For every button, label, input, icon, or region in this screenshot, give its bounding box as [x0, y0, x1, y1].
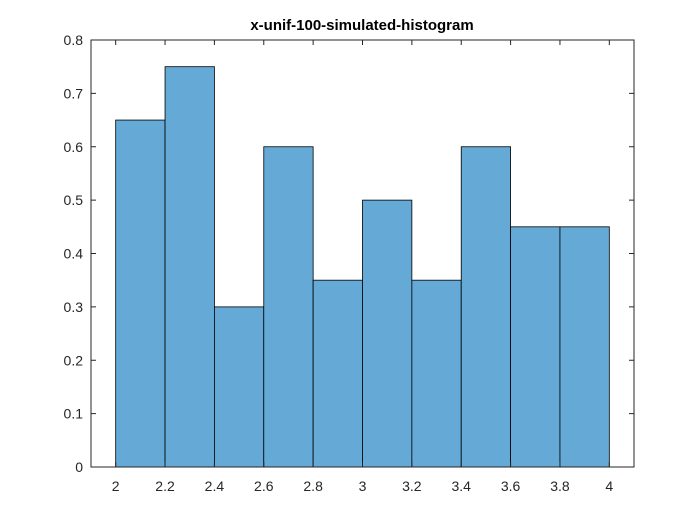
histogram-bar: [411, 279, 462, 468]
histogram-bar: [164, 66, 215, 468]
chart-title: x-unif-100-simulated-histogram: [250, 17, 473, 34]
histogram-bar: [559, 226, 610, 468]
histogram-bar: [115, 119, 166, 468]
bars-group: [115, 66, 610, 468]
x-tick-label: 2.8: [303, 478, 323, 494]
y-tick-label: 0.6: [64, 139, 84, 155]
y-tick-label: 0.3: [64, 299, 84, 315]
y-tick-label: 0.4: [64, 246, 84, 262]
x-tick-label: 2: [112, 478, 120, 494]
histogram-bar: [510, 226, 561, 468]
x-tick-label: 4: [605, 478, 613, 494]
x-tick-label: 2.2: [155, 478, 175, 494]
y-axis-ticks: 0 0.1 0.2 0.3 0.4 0.5 0.6 0.7 0.8: [64, 32, 634, 475]
histogram-bar: [362, 199, 413, 468]
histogram-bar: [214, 306, 265, 468]
histogram-bar: [460, 146, 511, 468]
y-tick-label: 0: [75, 459, 83, 475]
y-tick-label: 0.2: [64, 352, 84, 368]
x-tick-label: 2.6: [254, 478, 274, 494]
x-tick-label: 2.4: [205, 478, 225, 494]
y-tick-label: 0.8: [64, 32, 84, 48]
histogram-bar: [263, 146, 314, 468]
x-tick-label: 3.6: [501, 478, 521, 494]
x-tick-label: 3: [359, 478, 367, 494]
y-tick-label: 0.5: [64, 192, 84, 208]
y-tick-label: 0.1: [64, 406, 84, 422]
x-tick-label: 3.8: [550, 478, 570, 494]
x-tick-label: 3.2: [402, 478, 422, 494]
y-tick-label: 0.7: [64, 85, 84, 101]
histogram-bar: [312, 279, 363, 468]
x-tick-label: 3.4: [451, 478, 471, 494]
x-axis-ticks: 2 2.2 2.4 2.6 2.8 3 3.2 3.4 3.6 3.8 4: [112, 40, 613, 494]
